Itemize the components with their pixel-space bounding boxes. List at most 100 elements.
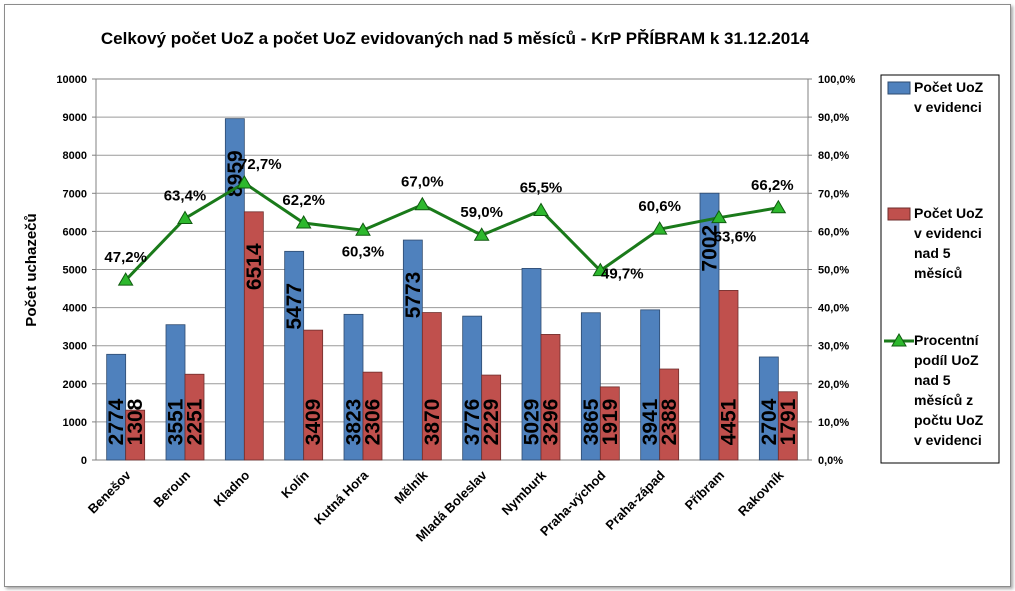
percentage-label: 60,6%	[638, 198, 681, 215]
category-label: Kutná Hora	[311, 467, 372, 528]
percentage-label: 65,5%	[520, 179, 563, 196]
bar-value-label: 1308	[124, 398, 147, 445]
bar-9-evidence	[580, 312, 601, 461]
legend-label-percentage: Procentní	[914, 332, 980, 348]
y-tick-label: 6000	[63, 226, 87, 238]
bar-value-label: 3551	[165, 398, 188, 445]
percentage-point	[117, 272, 134, 286]
y2-tick-label: 70,0%	[818, 188, 849, 200]
bar-value-label: 3409	[302, 399, 325, 446]
legend-label-evidence: v evidenci	[914, 99, 982, 115]
category-label: Příbram	[682, 468, 727, 513]
percentage-point	[651, 221, 668, 235]
bar-10-over5months	[659, 368, 680, 461]
gridlines	[96, 116, 808, 423]
category-label: Praha-západ	[603, 467, 668, 532]
bar-value-label: 3823	[343, 399, 366, 446]
legend-label-over5months: v evidenci	[914, 225, 982, 241]
y-axis-label: Počet uchazečů	[23, 213, 40, 326]
bar-value-label: 1919	[599, 399, 622, 446]
y2-tick-label: 10,0%	[818, 417, 849, 429]
y-axis-right: 0,0% 10,0% 20,0% 30,0% 40,0% 50,0% 60,0% 70,0% 8…	[808, 74, 856, 467]
percentage-point	[414, 196, 431, 211]
percentage-label: 60,3%	[342, 243, 385, 260]
bar-value-label: 1791	[777, 398, 800, 445]
bar-12-over5months	[777, 391, 798, 461]
x-axis-categories: Benešov Beroun Kladno Kolín Kutná Hora Mělník…	[85, 467, 787, 545]
y-tick-label: 8000	[63, 150, 87, 162]
bar-value-label: 5029	[521, 399, 544, 446]
y2-tick-label: 30,0%	[818, 341, 849, 353]
y-axis-left: 0 1000 2000 3000 4000 5000 6000 7000 8000 9000 100…	[56, 74, 96, 467]
percentage-point	[473, 227, 490, 241]
bar-2-over5months	[184, 373, 205, 461]
percentage-point	[592, 262, 609, 277]
percentage-point	[770, 199, 787, 214]
y-tick-label: 2000	[63, 379, 87, 391]
legend-label-percentage: v evidenci	[914, 432, 982, 448]
legend-label-percentage: počtu UoZ	[914, 412, 984, 428]
legend-label-percentage: podíl UoZ	[914, 352, 979, 368]
legend	[880, 74, 1000, 464]
y-tick-label: 7000	[63, 188, 87, 200]
legend-label-percentage: měsíců z	[914, 392, 973, 408]
percentage-point	[533, 202, 549, 216]
percentage-point	[711, 209, 727, 224]
percentage-line: 47,2% 63,4% 72,7% 62,2% 60,3% 67,0% 59,0% 65,5%…	[104, 156, 794, 286]
bar-4-over5months	[303, 329, 324, 461]
y2-tick-label: 60,0%	[818, 226, 849, 238]
bar-value-label: 2229	[480, 399, 503, 446]
category-label: Kladno	[211, 467, 253, 509]
percentage-label: 67,0%	[401, 174, 444, 191]
legend-items: Počet UoZ v evidenci Počet UoZ v evidenci na…	[884, 79, 984, 448]
bar-9-over5months	[599, 386, 620, 461]
percentage-point	[295, 215, 312, 229]
percentage-label: 72,7%	[239, 156, 282, 173]
chart-title: Celkový počet UoZ a počet UoZ evidovanýc…	[101, 29, 810, 48]
category-label: Rakovník	[735, 467, 787, 519]
y2-tick-label: 0,0%	[818, 455, 843, 467]
category-label: Benešov	[85, 467, 134, 516]
bar-5-over5months	[362, 371, 383, 461]
bar-value-label: 5477	[283, 283, 306, 330]
bar-value-label: 2704	[758, 398, 781, 445]
bar-8-over5months	[540, 334, 561, 461]
bar-6-over5months	[421, 312, 442, 461]
percentage-point	[177, 210, 193, 224]
percentage-point	[355, 222, 371, 236]
legend-label-over5months: měsíců	[914, 265, 962, 281]
bar-value-label: 2306	[362, 399, 385, 446]
bar-value-label: 3870	[421, 399, 444, 446]
bar-11-over5months	[718, 290, 739, 461]
y-tick-label: 0	[81, 455, 87, 467]
category-label: Kolín	[278, 467, 312, 501]
bar-1-over5months	[125, 409, 146, 461]
legend-marker	[891, 333, 907, 347]
percentage-label: 66,2%	[751, 177, 794, 194]
legend-swatch-evidence	[887, 81, 911, 95]
bar-value-label: 2388	[658, 398, 681, 445]
legend-swatch-over5months	[887, 207, 911, 221]
percentage-label: 62,2%	[282, 192, 325, 209]
bar-value-label: 6514	[243, 243, 266, 290]
bar-value-label: 5773	[402, 272, 425, 319]
y-tick-label: 9000	[63, 112, 87, 124]
bar-value-label: 2251	[184, 398, 207, 445]
percentage-label: 47,2%	[104, 249, 147, 266]
category-label: Beroun	[150, 467, 193, 510]
y2-tick-label: 50,0%	[818, 265, 849, 277]
category-label: Mělník	[391, 467, 431, 507]
y2-tick-label: 20,0%	[818, 379, 849, 391]
percentage-label: 49,7%	[601, 266, 644, 283]
bar-value-label: 3296	[540, 399, 563, 446]
bar-value-label: 2774	[105, 398, 128, 445]
legend-label-over5months: Počet UoZ	[914, 205, 984, 221]
bar-4-evidence	[284, 250, 305, 461]
percentage-label: 63,6%	[714, 229, 757, 246]
legend-label-over5months: nad 5	[914, 245, 951, 261]
y2-tick-label: 90,0%	[818, 112, 849, 124]
y2-tick-label: 100,0%	[818, 74, 856, 86]
percentage-point	[236, 175, 253, 189]
